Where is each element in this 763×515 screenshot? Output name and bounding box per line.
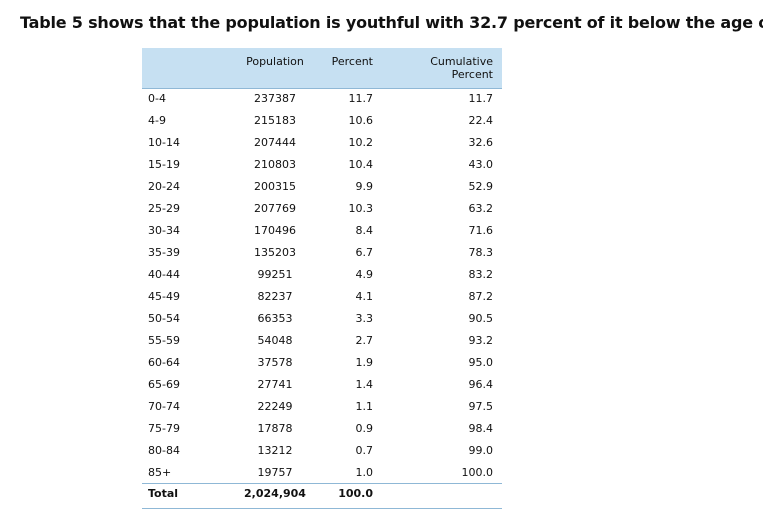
- total-cell: 100.0: [338, 487, 373, 500]
- row-label: 65-69: [148, 378, 180, 391]
- table-cell: 170496: [254, 224, 296, 237]
- table-cell: 98.4: [468, 422, 494, 435]
- table-cell: 9.9: [355, 180, 374, 193]
- row-label: 75-79: [148, 422, 180, 435]
- row-label: 45-49: [148, 290, 180, 303]
- row-label: 80-84: [148, 444, 180, 457]
- column-header: Cumulative Percent: [430, 55, 493, 81]
- table-cell: 63.2: [468, 202, 494, 215]
- table-cell: 4.1: [355, 290, 374, 303]
- table-cell: 11.7: [468, 92, 494, 105]
- table-cell: 71.6: [468, 224, 494, 237]
- table-cell: 2.7: [355, 334, 374, 347]
- row-label: 30-34: [148, 224, 180, 237]
- table-cell: 90.5: [468, 312, 494, 325]
- table-cell: 99.0: [468, 444, 494, 457]
- table-cell: 19757: [257, 466, 293, 479]
- table-cell: 66353: [257, 312, 293, 325]
- table-cell: 207769: [254, 202, 296, 215]
- table-cell: 95.0: [468, 356, 494, 369]
- table-cell: 78.3: [468, 246, 494, 259]
- row-label: 70-74: [148, 400, 180, 413]
- row-label: 60-64: [148, 356, 180, 369]
- table-cell: 100.0: [461, 466, 494, 479]
- table-cell: 1.9: [355, 356, 374, 369]
- table-cell: 96.4: [468, 378, 494, 391]
- row-label: 20-24: [148, 180, 180, 193]
- table-cell: 97.5: [468, 400, 494, 413]
- row-label: 55-59: [148, 334, 180, 347]
- row-label: 35-39: [148, 246, 180, 259]
- table-cell: 1.0: [355, 466, 374, 479]
- table-cell: 3.3: [355, 312, 374, 325]
- column-header: Population: [246, 55, 304, 68]
- table-cell: 27741: [257, 378, 293, 391]
- table-cell: 22249: [257, 400, 293, 413]
- total-cell: 2,024,904: [244, 487, 306, 500]
- table-cell: 8.4: [355, 224, 374, 237]
- table-cell: 37578: [257, 356, 293, 369]
- column-header: Percent: [331, 55, 373, 68]
- row-label: 25-29: [148, 202, 180, 215]
- row-label: 85+: [148, 466, 172, 479]
- table-cell: 210803: [254, 158, 296, 171]
- table-cell: 10.6: [348, 114, 374, 127]
- table-cell: 237387: [254, 92, 296, 105]
- table-cell: 0.7: [355, 444, 374, 457]
- table-cell: 1.4: [355, 378, 374, 391]
- table-cell: 0.9: [355, 422, 374, 435]
- rule: [142, 483, 502, 484]
- table-cell: 200315: [254, 180, 296, 193]
- table-cell: 32.6: [468, 136, 494, 149]
- row-label: 4-9: [148, 114, 166, 127]
- table-cell: 13212: [257, 444, 293, 457]
- rule: [142, 508, 502, 509]
- table-cell: 10.2: [348, 136, 374, 149]
- table-cell: 17878: [257, 422, 293, 435]
- table-cell: 11.7: [348, 92, 374, 105]
- table-cell: 135203: [254, 246, 296, 259]
- row-label: 50-54: [148, 312, 180, 325]
- table-cell: 52.9: [468, 180, 494, 193]
- table-cell: 10.4: [348, 158, 374, 171]
- row-label: 40-44: [148, 268, 180, 281]
- row-label: 10-14: [148, 136, 180, 149]
- table-cell: 83.2: [468, 268, 494, 281]
- table-cell: 215183: [254, 114, 296, 127]
- total-label: Total: [148, 487, 179, 500]
- table-cell: 82237: [257, 290, 293, 303]
- table-cell: 93.2: [468, 334, 494, 347]
- table-cell: 10.3: [348, 202, 374, 215]
- title: Table 5 shows that the population is you…: [20, 13, 763, 32]
- table-cell: 43.0: [468, 158, 494, 171]
- row-label: 0-4: [148, 92, 166, 105]
- table-cell: 207444: [254, 136, 296, 149]
- table-cell: 4.9: [355, 268, 374, 281]
- table-cell: 6.7: [355, 246, 374, 259]
- table-cell: 87.2: [468, 290, 494, 303]
- table-cell: 99251: [257, 268, 293, 281]
- table-cell: 1.1: [355, 400, 374, 413]
- table-header: [142, 48, 502, 89]
- table-cell: 54048: [257, 334, 293, 347]
- row-label: 15-19: [148, 158, 180, 171]
- table-cell: 22.4: [468, 114, 494, 127]
